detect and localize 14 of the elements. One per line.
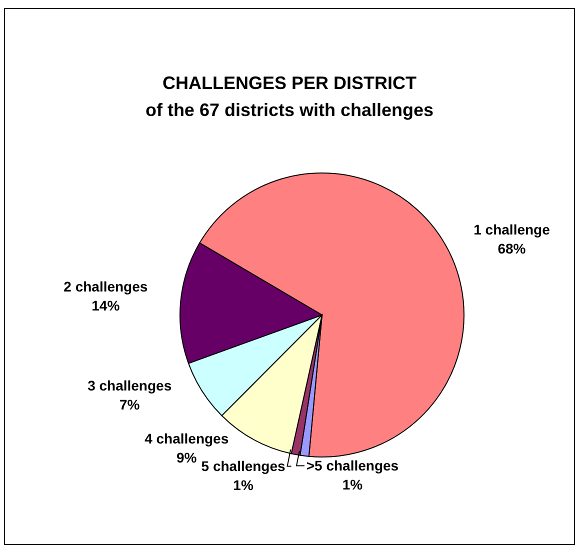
data-label: 1% [233,477,254,494]
data-label: 1% [342,476,364,493]
slice-label: 1 challenge [474,221,550,238]
slice-label: 5 challenges [201,458,286,474]
data-label: 7% [119,396,140,412]
slice-label: 4 challenges [144,430,229,447]
data-label: 68% [498,240,526,256]
chart-subtitle: of the 67 districts with challenges [144,99,435,122]
chart-title: CHALLENGES PER DISTRICT [161,72,418,95]
data-label: 14% [92,298,120,314]
slice-label: 3 challenges [88,377,172,394]
data-label: 9% [176,450,198,466]
slice-label: 2 challenges [64,278,148,294]
slice-label: >5 challenges [306,458,399,474]
